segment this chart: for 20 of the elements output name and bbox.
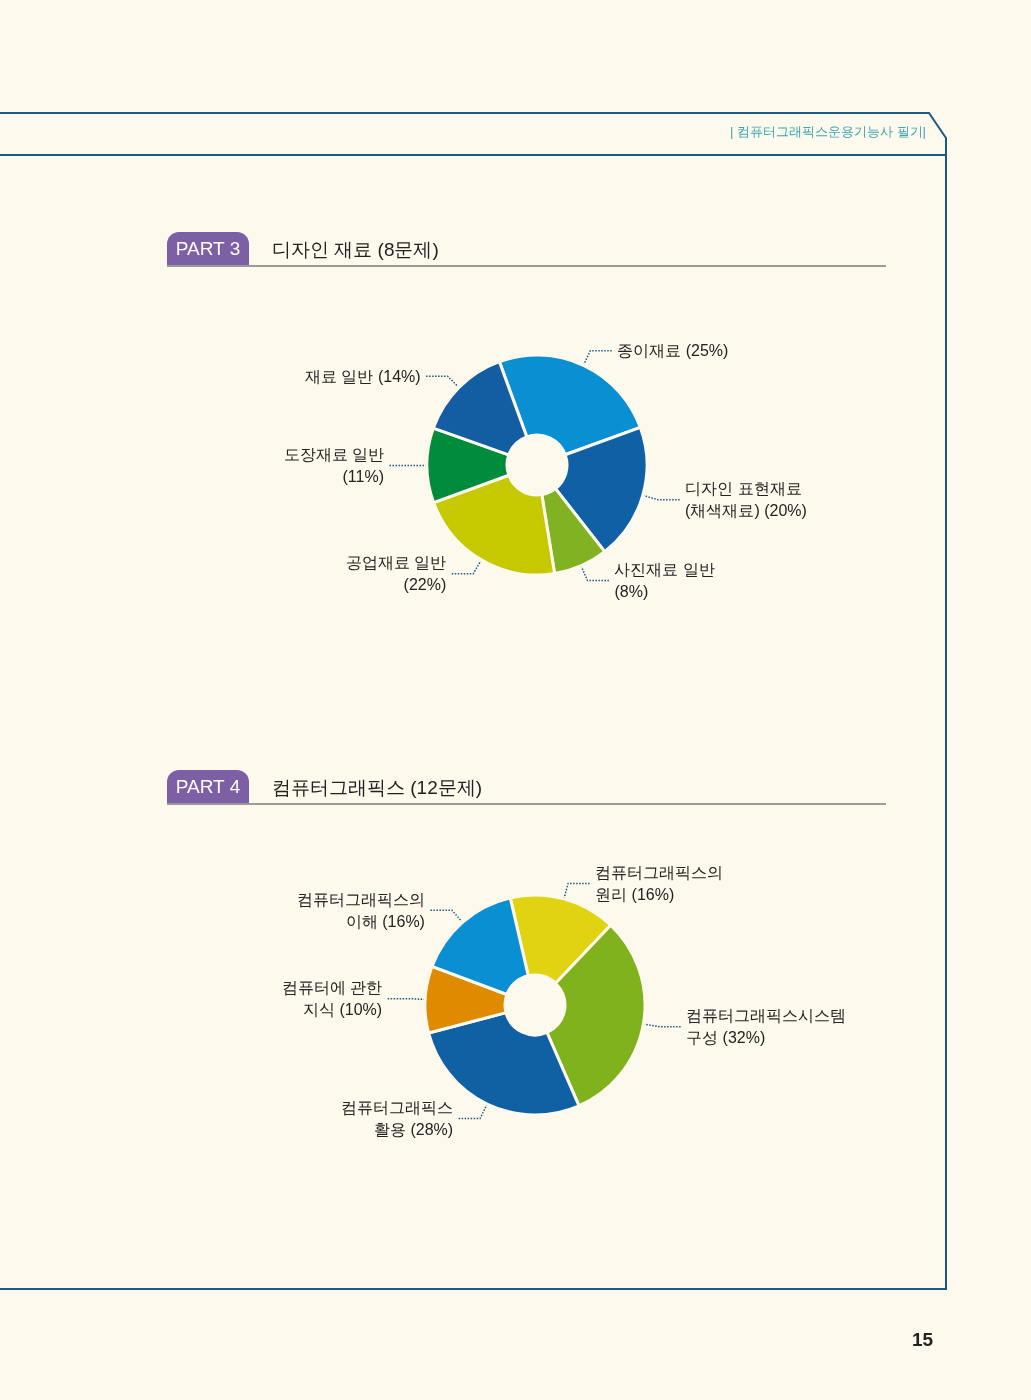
slice-label: 도장재료 일반: [283, 445, 384, 463]
chart-title: 디자인 재료 (8문제): [272, 238, 439, 262]
slice-label: 공업재료 일반: [345, 554, 447, 572]
slice-label: 종이재료 (25%): [617, 342, 729, 360]
slice-label: 재료 일반 (14%): [305, 367, 421, 385]
slice-label: 사진재료 일반: [614, 560, 715, 578]
chart-title: 컴퓨터그래픽스 (12문제): [272, 776, 483, 800]
chart-subtitle: PART 3: [167, 232, 249, 265]
slice-label: 컴퓨터그래픽스 활용 (28%): [341, 1098, 454, 1138]
data-label: (8%): [614, 582, 649, 600]
slice-label: 컴퓨터그래픽스의 이해 (16%): [296, 890, 425, 930]
text: 15: [912, 1329, 934, 1351]
slice-label: 디자인 표현재료 (채색재료) (20%): [685, 480, 807, 520]
chart-subtitle: PART 4: [167, 770, 249, 803]
slice-label: 컴퓨터그래픽스시스템 구성 (32%): [686, 1007, 847, 1047]
data-label: (22%): [403, 576, 447, 594]
slice-label: 컴퓨터에 관한 지식 (10%): [281, 979, 383, 1019]
text: | 컴퓨터그래픽스운용기능사 필기|: [730, 123, 926, 141]
slice-label: 컴퓨터그래픽스의 원리 (16%): [595, 863, 724, 903]
data-label: (11%): [342, 467, 384, 485]
